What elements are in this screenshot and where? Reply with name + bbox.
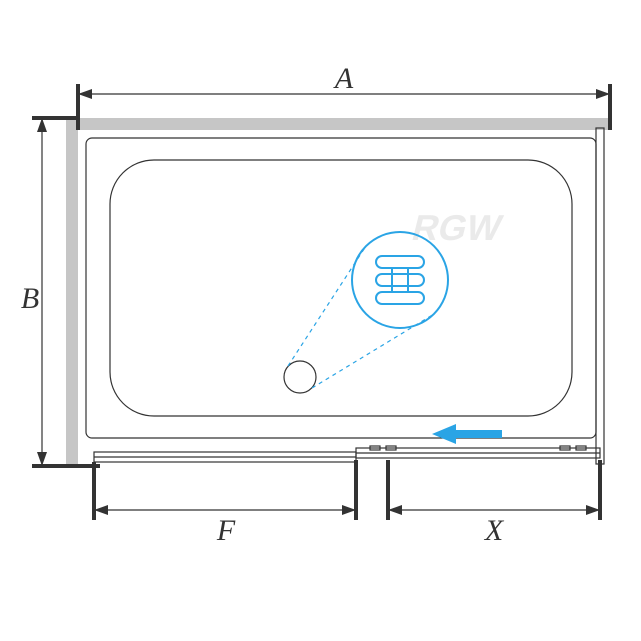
door-track [94,128,604,464]
drain-zoom-detail [352,232,448,328]
label-a: A [333,62,354,95]
label-x: X [484,514,505,547]
wall-left [66,118,78,464]
wall-top [66,118,610,130]
label-f: F [216,514,236,547]
svg-text:RGW: RGW [408,208,507,248]
watermark: RGW [408,208,507,248]
slide-arrow-icon [432,424,502,444]
tray-inner [110,160,572,416]
dimension-b: B [21,118,100,466]
shower-tray-plan-diagram: RGW [0,0,641,641]
tray-outer [86,138,596,438]
label-b: B [21,282,39,315]
dimension-f: F [94,460,356,547]
dimension-x: X [388,460,600,547]
